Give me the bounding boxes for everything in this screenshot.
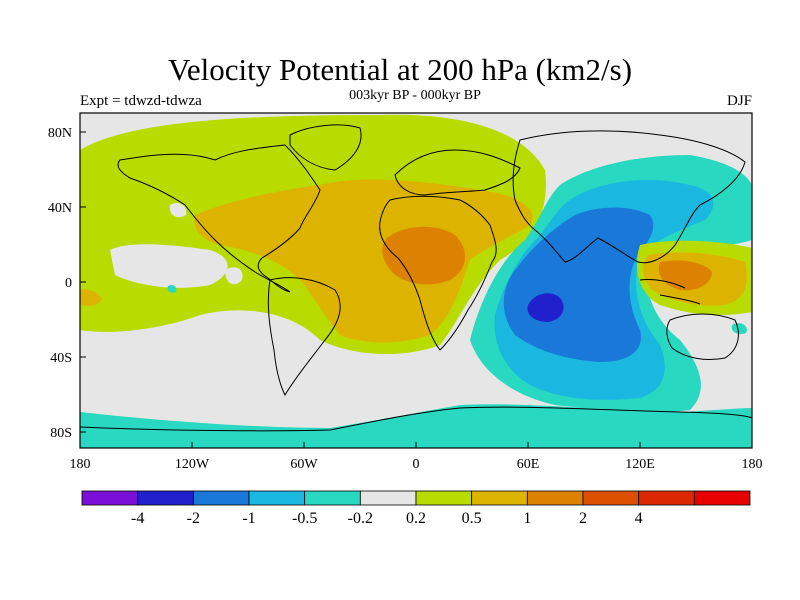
colorbar-label: -0.5	[292, 510, 317, 527]
field-negative-core	[527, 293, 564, 322]
coastline-africa	[379, 195, 497, 351]
lon-label-0: 0	[413, 457, 420, 472]
lon-label-60w: 60W	[290, 457, 318, 472]
lat-label-40s: 40S	[50, 351, 72, 366]
coastline-greenland	[289, 124, 362, 171]
colorbar-label: 4	[635, 510, 643, 527]
field-negative-southern-ocean	[80, 404, 752, 448]
colorbar-label: -4	[131, 510, 144, 527]
latitude-axis: 80N 40N 0 40S 80S	[48, 126, 86, 441]
field-positive-mid-atlantic	[194, 179, 533, 343]
coastline-antarctica	[80, 406, 752, 432]
colorbar-swatch	[582, 490, 640, 506]
colorbar-swatch	[526, 490, 584, 506]
coastline-south-america	[267, 277, 341, 397]
colorbar-swatch	[304, 490, 361, 506]
lat-label-80n: 80N	[48, 126, 72, 141]
colorbar-swatch	[192, 490, 250, 506]
period-label: 003kyr BP - 000kyr BP	[349, 88, 481, 103]
experiment-label: Expt = tdwzd-tdwza	[80, 93, 202, 109]
colorbar-label: -1	[242, 510, 255, 527]
lon-label-180-west: 180	[70, 457, 91, 472]
figure-title: Velocity Potential at 200 hPa (km2/s)	[167, 52, 633, 87]
colorbar-swatch	[638, 490, 695, 506]
lat-label-40n: 40N	[48, 201, 72, 216]
field-neutral-hole-2	[225, 267, 243, 285]
field-neutral-hole-pacific	[110, 244, 228, 288]
colorbar-swatch	[415, 490, 473, 506]
season-label: DJF	[726, 93, 752, 109]
colorbar-swatch	[471, 490, 528, 506]
field-neutral-hole-3	[169, 203, 187, 218]
lat-label-0: 0	[65, 276, 72, 291]
coastlines	[80, 124, 752, 432]
colorbar-label: 1	[523, 510, 531, 527]
coastline-indonesia	[639, 279, 701, 305]
colorbar-swatch	[137, 490, 194, 506]
colorbar: -4 -2 -1 -0.5 -0.2 0.2 0.5 1 2 4	[81, 490, 751, 527]
field-positive-mid-pacific-strip	[80, 289, 102, 306]
lat-label-80s: 80S	[50, 426, 72, 441]
colorbar-swatch	[693, 490, 751, 506]
coastline-asia	[512, 130, 746, 264]
colorbar-label: 0.2	[406, 510, 426, 527]
lon-label-120w: 120W	[175, 457, 210, 472]
coastline-north-america	[117, 144, 321, 293]
lon-label-60e: 60E	[517, 457, 540, 472]
colorbar-label: 2	[579, 510, 587, 527]
lon-label-120e: 120E	[625, 457, 655, 472]
colorbar-swatch	[248, 490, 306, 506]
colorbar-swatch	[359, 490, 417, 506]
field-negative-small-pacific	[167, 284, 177, 293]
longitude-axis: 180 120W 60W 0 60E 120E 180	[70, 442, 763, 472]
colorbar-swatch	[81, 490, 139, 506]
coastline-australia	[666, 313, 739, 361]
coastline-europe	[394, 149, 521, 196]
colorbar-label: -2	[187, 510, 200, 527]
field-positive-strong-africa	[382, 226, 466, 285]
field-negative-small-australia	[731, 323, 747, 335]
colorbar-label: -0.2	[348, 510, 373, 527]
field-negative-strong-indian	[503, 207, 654, 362]
lon-label-180-east: 180	[742, 457, 763, 472]
contour-field	[80, 113, 752, 448]
colorbar-label: 0.5	[462, 510, 482, 527]
